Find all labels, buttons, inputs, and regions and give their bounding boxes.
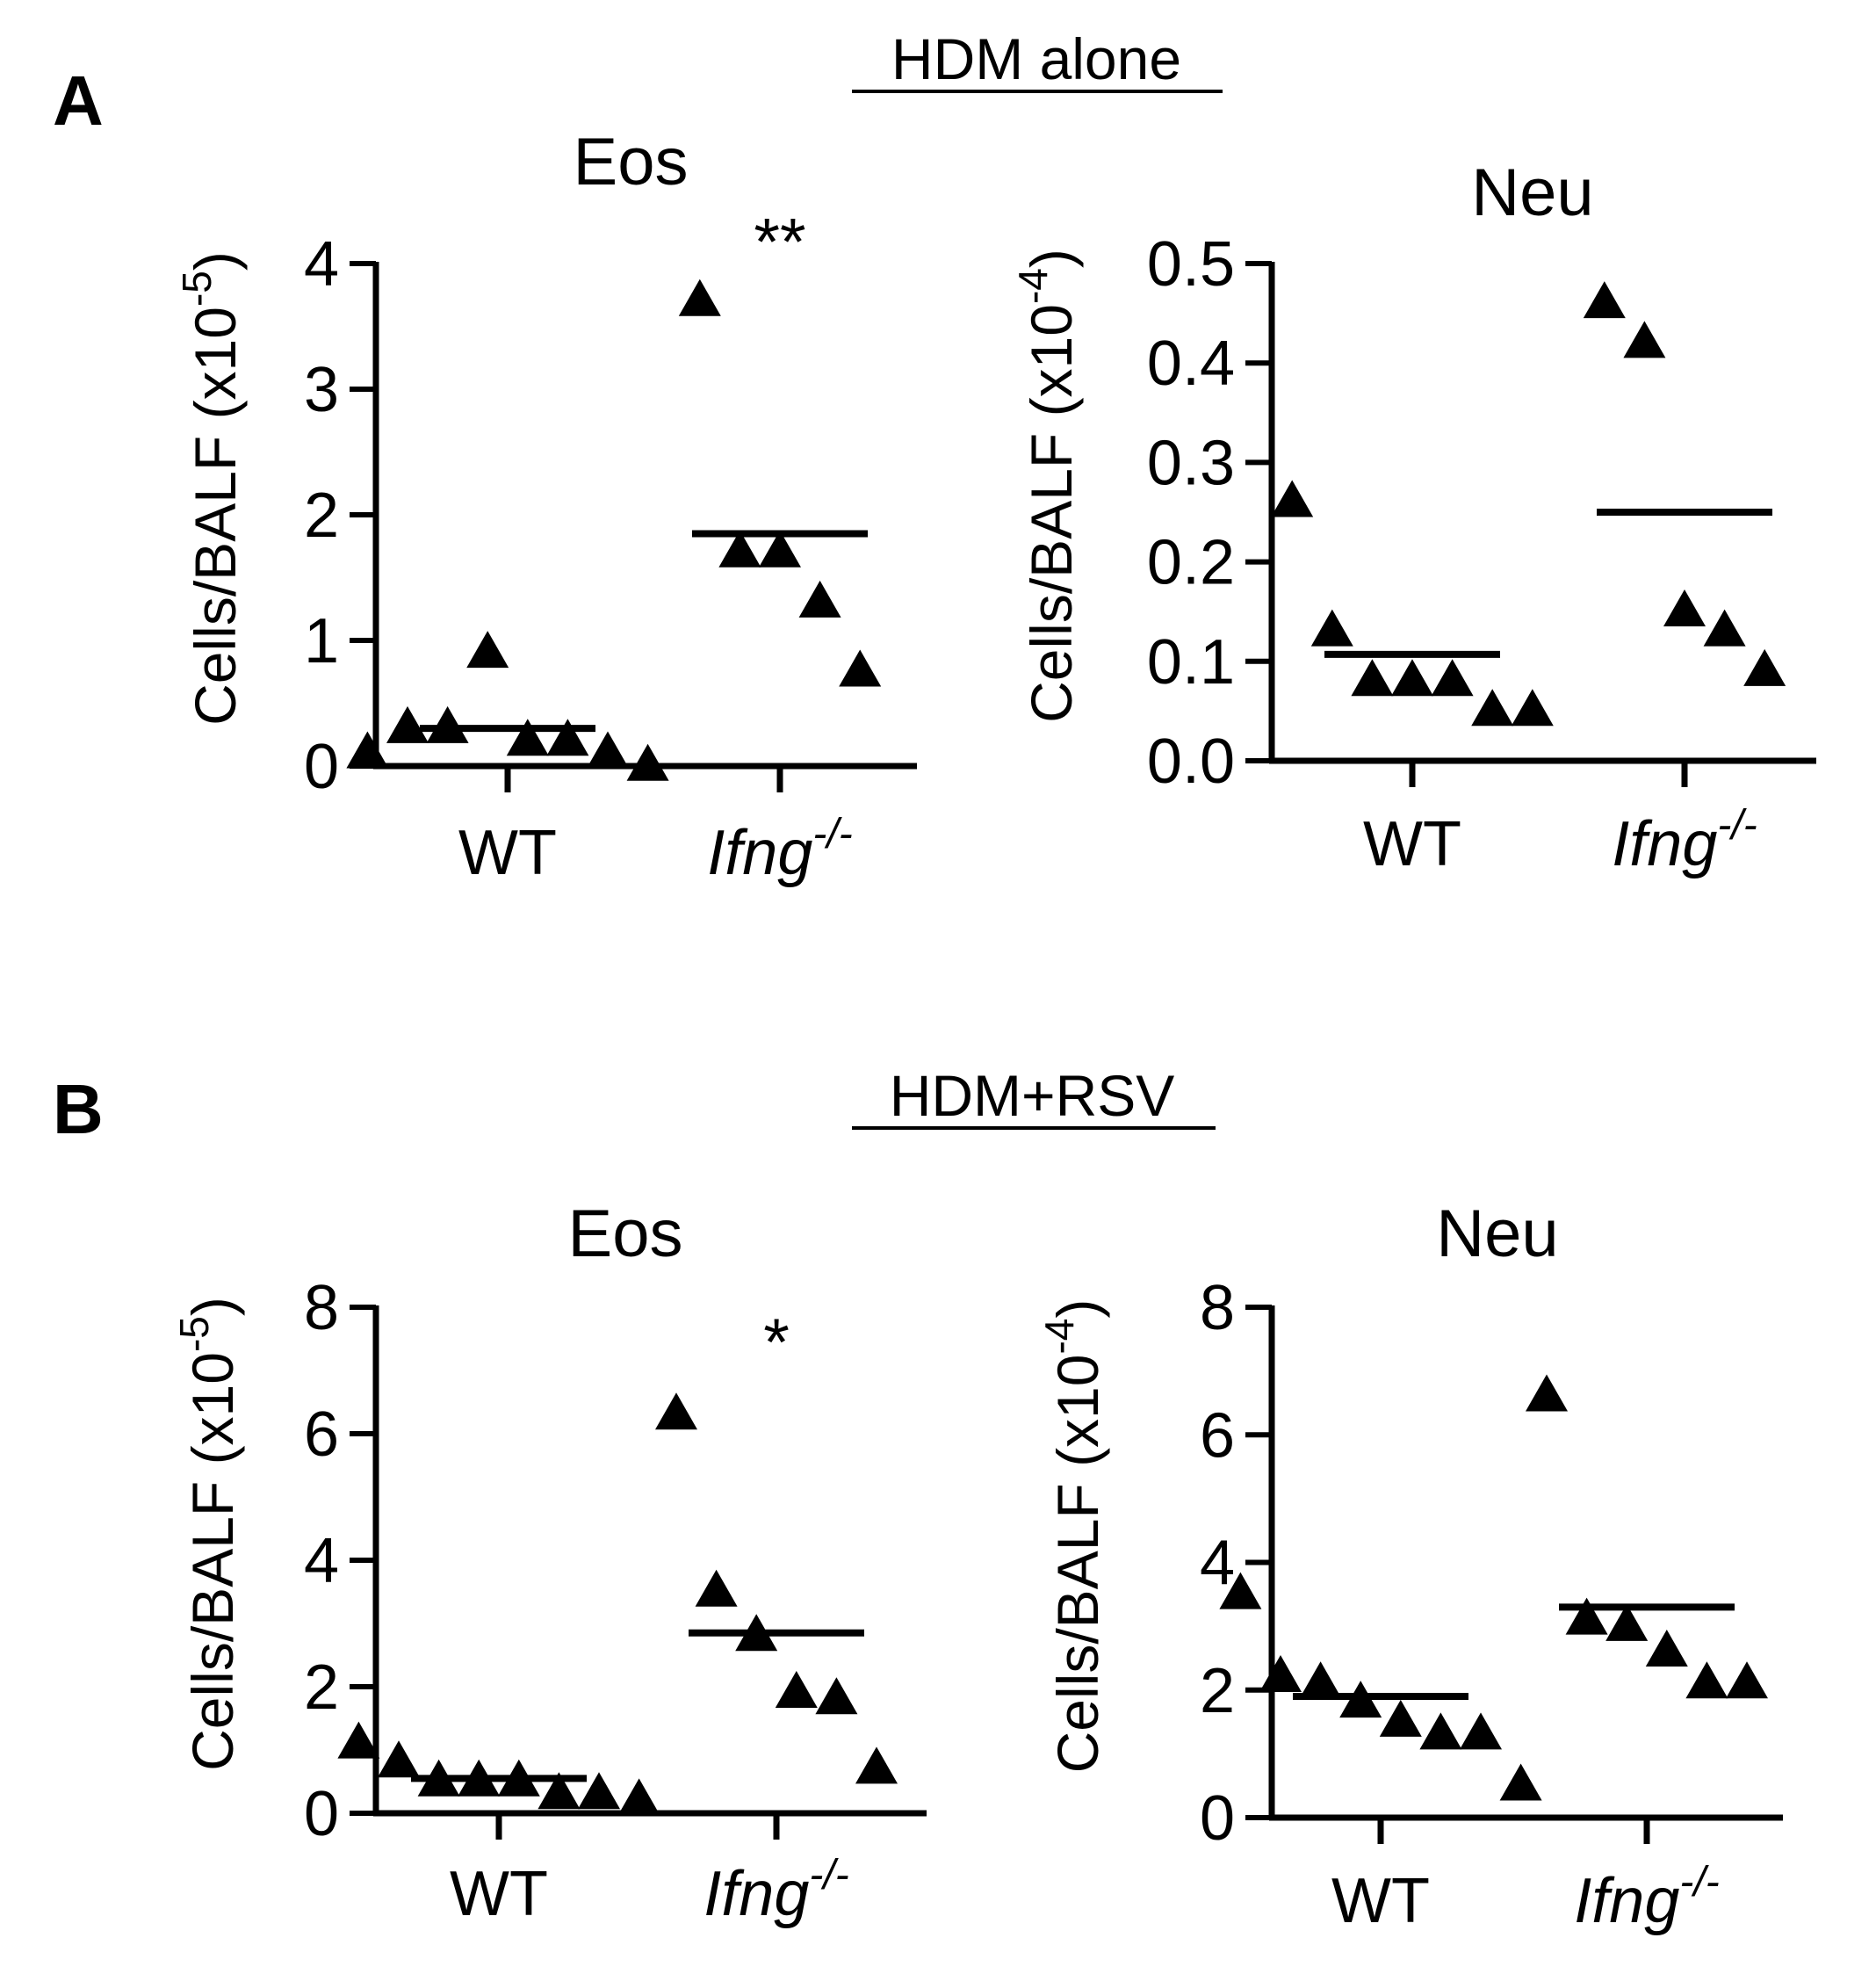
y-tick-label: 4: [1200, 1529, 1235, 1599]
data-point: [798, 580, 841, 618]
data-point: [546, 719, 589, 756]
y-axis-label: Cells/BALF (x10-5): [171, 1297, 245, 1771]
x-category-label: WT: [1331, 1866, 1430, 1936]
data-point: [1645, 1629, 1688, 1667]
data-point: [538, 1772, 581, 1810]
y-tick-label: 2: [304, 481, 339, 551]
data-point: [426, 705, 469, 743]
data-point: [1499, 1763, 1542, 1801]
plot-title: Eos: [574, 125, 689, 199]
plot-title: Neu: [1436, 1197, 1558, 1271]
data-point: [695, 1569, 738, 1607]
data-point: [1460, 1712, 1502, 1750]
data-point: [617, 1778, 660, 1816]
y-tick-label: 1: [304, 606, 339, 676]
condition-title-a: HDM alone: [891, 26, 1181, 91]
y-tick-label: 2: [1200, 1656, 1235, 1726]
data-point: [718, 530, 761, 568]
x-category-label: WT: [450, 1859, 548, 1929]
data-point: [1351, 659, 1394, 697]
y-tick-label: 4: [304, 229, 339, 300]
data-point: [1471, 689, 1514, 727]
plot-hdm-rsv-neu: 0 2 4 6 8 WT Ifng-/- Neu Cells/BALF (x10-4): [1036, 1197, 1783, 1936]
x-category-label: Ifng-/-: [707, 811, 852, 888]
data-point: [1685, 1661, 1728, 1699]
data-point: [855, 1746, 898, 1784]
data-point: [1391, 659, 1433, 697]
y-axis-label: Cells/BALF (x10-4): [1036, 1299, 1110, 1774]
y-tick-label: 0: [1200, 1783, 1235, 1854]
data-point: [1419, 1712, 1462, 1750]
significance-label: **: [754, 205, 805, 279]
data-point: [815, 1677, 858, 1715]
y-tick-label: 0.0: [1147, 727, 1235, 797]
data-point: [1271, 480, 1314, 517]
panel-letter-a: A: [53, 61, 104, 140]
y-tick-label: 6: [304, 1399, 339, 1470]
data-point: [466, 631, 509, 669]
y-tick-label: 0.5: [1147, 229, 1235, 300]
data-point: [378, 1740, 420, 1778]
x-category-label: WT: [1363, 809, 1461, 879]
data-point: [1743, 648, 1786, 686]
data-point: [386, 705, 429, 743]
data-point: [1310, 609, 1353, 647]
y-tick-label: 4: [304, 1526, 339, 1596]
data-point: [1605, 1603, 1649, 1641]
data-point: [775, 1671, 818, 1708]
data-point: [1565, 1597, 1608, 1635]
plot-hdm-alone-eos: 0 1 2 3 4 WT Ifng-/- Eos Cells/BALF (x10-5) **: [174, 125, 917, 888]
data-point: [839, 649, 882, 687]
data-point: [1623, 321, 1666, 358]
y-tick-label: 8: [304, 1273, 339, 1343]
plot-title: Eos: [568, 1197, 683, 1271]
data-point: [587, 731, 629, 769]
condition-title-b: HDM+RSV: [890, 1063, 1175, 1128]
y-tick-label: 0.4: [1147, 329, 1235, 399]
data-point: [759, 530, 801, 568]
data-point: [1526, 1374, 1568, 1412]
x-category-label: Ifng-/-: [1612, 802, 1757, 879]
y-tick-label: 0: [304, 732, 339, 802]
y-axis-label: Cells/BALF (x10-5): [174, 251, 248, 726]
x-category-label: Ifng-/-: [704, 1852, 848, 1929]
significance-label: *: [763, 1305, 790, 1380]
data-point: [506, 719, 549, 756]
plot-title: Neu: [1471, 155, 1593, 230]
y-tick-label: 2: [304, 1652, 339, 1723]
x-category-label: WT: [458, 818, 557, 888]
data-point: [1431, 659, 1474, 697]
data-point: [678, 278, 721, 316]
y-tick-label: 8: [1200, 1273, 1235, 1343]
data-point: [337, 1721, 380, 1759]
y-tick-label: 0: [304, 1779, 339, 1849]
y-tick-label: 0.3: [1147, 428, 1235, 498]
data-point: [626, 743, 669, 781]
y-axis-label: Cells/BALF (x10-4): [1010, 249, 1084, 723]
data-point: [1379, 1699, 1422, 1737]
panel-letter-b: B: [53, 1070, 104, 1148]
y-tick-label: 3: [304, 355, 339, 425]
y-tick-label: 0.2: [1147, 528, 1235, 598]
data-point: [1663, 589, 1706, 626]
plot-hdm-rsv-eos: 0 2 4 6 8 WT Ifng-/- Eos Cells/BALF (x10-5) *: [171, 1197, 927, 1929]
data-point: [1219, 1572, 1262, 1609]
data-point: [1259, 1655, 1302, 1693]
y-tick-label: 6: [1200, 1400, 1235, 1471]
data-point: [655, 1392, 697, 1430]
data-point: [1299, 1661, 1342, 1699]
data-point: [1726, 1661, 1768, 1699]
data-point: [1583, 281, 1626, 319]
y-tick-label: 0.1: [1147, 627, 1235, 698]
data-point: [346, 731, 389, 769]
data-point: [1703, 609, 1746, 647]
data-point: [578, 1772, 620, 1810]
data-point: [1511, 689, 1554, 727]
plot-hdm-alone-neu: 0.0 0.1 0.2 0.3 0.4 0.5 WT Ifng-/- Neu Cells/BALF…: [1010, 155, 1816, 879]
x-category-label: Ifng-/-: [1574, 1859, 1719, 1936]
